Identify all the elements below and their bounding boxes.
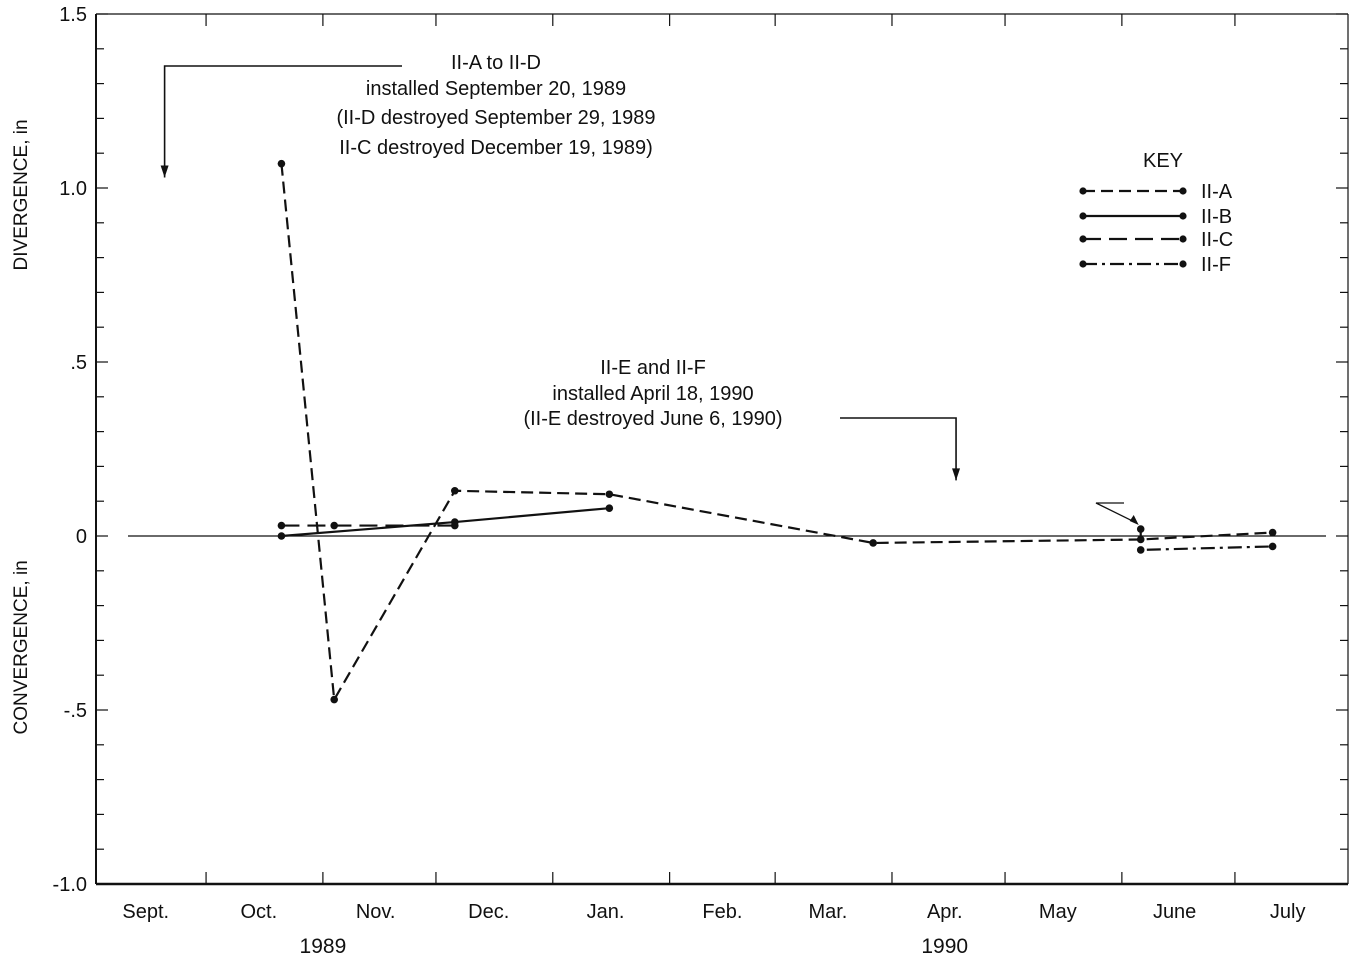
y-tick-label: 1.5 (59, 4, 87, 26)
pointer-arrowhead (1129, 515, 1139, 526)
annotation-2-line: (II-E destroyed June 6, 1990) (523, 408, 782, 430)
annotation-1-line: installed September 20, 1989 (366, 78, 626, 100)
legend-marker-end (1179, 187, 1187, 195)
legend-title: KEY (1143, 150, 1183, 172)
data-point (451, 521, 459, 530)
annotation-1-line: II-C destroyed December 19, 1989) (339, 137, 653, 159)
y-tick-label: .5 (70, 352, 87, 374)
x-month-label: July (1270, 901, 1306, 923)
annotation-1-arrowhead (160, 165, 169, 178)
data-point (605, 490, 614, 499)
data-point (1268, 528, 1277, 537)
data-point (277, 159, 286, 168)
annotation-2-line: II-E and II-F (600, 357, 706, 379)
y-axis-title-divergence: DIVERGENCE, in (11, 119, 32, 270)
x-month-label: Nov. (356, 901, 396, 923)
legend-marker-end (1179, 235, 1187, 243)
data-point (1136, 546, 1145, 554)
y-tick-label: -.5 (64, 700, 87, 722)
data-point (1136, 525, 1145, 533)
x-year-label: 1990 (921, 935, 968, 958)
annotation-1-line: (II-D destroyed September 29, 1989 (336, 107, 655, 129)
pointer-leader (1095, 502, 1138, 524)
data-point (869, 539, 877, 547)
legend-label: II-B (1201, 206, 1232, 228)
data-point (605, 504, 614, 512)
annotation-2-arrowhead (952, 468, 961, 481)
legend-label: II-C (1201, 229, 1233, 251)
y-tick-label: -1.0 (53, 874, 87, 896)
annotation-1-leader (163, 65, 402, 178)
annotation-2-leader (840, 417, 957, 481)
legend-marker-end (1179, 260, 1187, 268)
x-month-label: Jan. (587, 901, 625, 923)
legend-marker-start (1079, 212, 1087, 220)
data-point (277, 521, 286, 530)
data-point (451, 486, 459, 495)
legend-marker-start (1079, 235, 1087, 243)
annotation-2-line: installed April 18, 1990 (552, 383, 753, 405)
data-point (277, 532, 286, 540)
x-month-label: Sept. (122, 901, 169, 923)
x-month-label: June (1153, 901, 1196, 923)
legend-marker-start (1079, 260, 1087, 268)
y-tick-label: 0 (76, 526, 87, 548)
series-line-0 (280, 163, 1273, 701)
x-year-label: 1989 (300, 935, 347, 958)
y-tick-label: 1.0 (59, 178, 87, 200)
x-month-label: Apr. (927, 901, 963, 923)
x-month-label: Feb. (702, 901, 742, 923)
legend-label: II-F (1201, 254, 1231, 276)
x-month-label: Dec. (468, 901, 509, 923)
series-line-1 (281, 507, 610, 538)
legend-marker-end (1179, 212, 1187, 220)
annotation-1-line: II-A to II-D (451, 52, 541, 74)
data-point (1268, 542, 1277, 551)
data-point (330, 521, 339, 530)
x-month-label: May (1039, 901, 1077, 923)
legend-marker-start (1079, 187, 1087, 195)
data-point (330, 695, 339, 704)
legend-label: II-A (1201, 181, 1233, 203)
x-month-label: Mar. (808, 901, 847, 923)
x-month-label: Oct. (240, 901, 277, 923)
y-axis-title-convergence: CONVERGENCE, in (11, 560, 32, 734)
series-line-3 (1139, 529, 1273, 552)
